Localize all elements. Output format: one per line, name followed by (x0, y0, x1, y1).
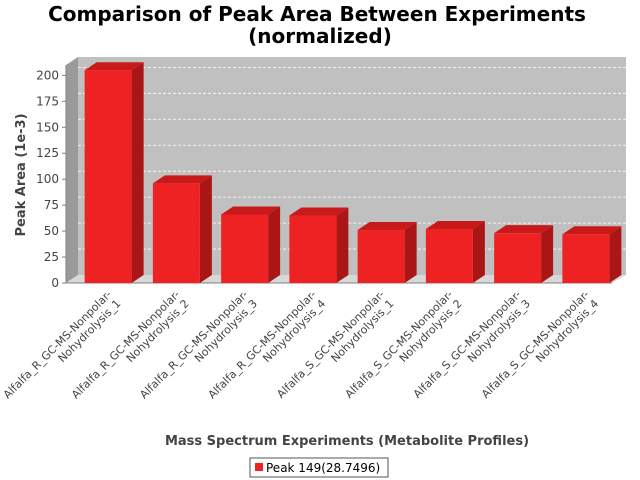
x-tick-label-line: Alfalfa_S_GC-MS-Nonpolar- (479, 288, 592, 401)
y-tick-label: 25 (44, 250, 59, 264)
bar-side (336, 207, 349, 283)
y-tick-label: 100 (36, 172, 59, 186)
y-tick-label: 75 (44, 198, 59, 212)
x-axis-category-labels: Alfalfa_R_GC-MS-Nonpolar-Nohydrolysis_1A… (1, 288, 601, 411)
y-axis-label: Peak Area (1e-3) (14, 113, 29, 236)
y-tick-label: 150 (36, 120, 59, 134)
x-tick-label-line: Alfalfa_R_GC-MS-Nonpolar- (206, 288, 319, 401)
bar-front (84, 70, 132, 283)
bar-front (494, 233, 542, 283)
bar-front (425, 229, 473, 283)
bar (289, 207, 349, 283)
bar-side (404, 222, 417, 283)
x-tick-label-line: Alfalfa_R_GC-MS-Nonpolar- (69, 288, 182, 401)
bar-top (152, 175, 212, 184)
bar-front (357, 230, 405, 283)
x-axis-label: Mass Spectrum Experiments (Metabolite Pr… (165, 434, 529, 449)
bar (221, 206, 281, 283)
bar-top (289, 207, 349, 216)
y-tick-label: 175 (36, 94, 59, 108)
legend: Peak 149(28.7496) (249, 457, 389, 478)
bar (152, 175, 212, 283)
bar (84, 62, 144, 283)
bar-top (221, 206, 281, 215)
y-tick-label: 125 (36, 146, 59, 160)
bar-side (131, 62, 144, 283)
bar-top (84, 62, 144, 71)
bar-top (562, 226, 622, 235)
x-tick-label-line: Alfalfa_R_GC-MS-Nonpolar- (1, 288, 114, 401)
bar-side (609, 226, 622, 283)
x-tick-label: Alfalfa_R_GC-MS-Nonpolar-Nohydrolysis_1 (1, 288, 124, 411)
y-axis-ticks: 0 25 50 75 100 125 150 175 200 (36, 68, 66, 290)
bar (494, 225, 554, 283)
bar-front (152, 183, 200, 283)
bar-side (541, 225, 554, 283)
legend-swatch (255, 463, 263, 471)
bar-top (425, 221, 485, 230)
bar-front (562, 234, 610, 283)
legend-label: Peak 149(28.7496) (266, 461, 380, 475)
bar-top (494, 225, 554, 234)
chart-title-line-2: (normalized) (248, 24, 392, 48)
bar-side (472, 221, 485, 283)
y-tick-label: 0 (51, 276, 59, 290)
x-tick-label-line: Alfalfa_S_GC-MS-Nonpolar- (274, 288, 387, 401)
bar-top (357, 222, 417, 231)
y-tick-label: 50 (44, 224, 59, 238)
legend-box (249, 457, 389, 478)
bar-front (221, 214, 269, 283)
x-tick-label-line: Alfalfa_S_GC-MS-Nonpolar- (343, 288, 456, 401)
bar-side (199, 175, 212, 283)
x-tick-label-line: Alfalfa_R_GC-MS-Nonpolar- (137, 288, 250, 401)
y-tick-label: 200 (36, 68, 59, 82)
x-tick-label-line: Alfalfa_S_GC-MS-Nonpolar- (411, 288, 524, 401)
bar (562, 226, 622, 283)
bar-side (268, 206, 281, 283)
chart-title-line-1: Comparison of Peak Area Between Experime… (48, 2, 586, 26)
bar (425, 221, 485, 283)
bar (357, 222, 417, 283)
plot-left-wall (66, 57, 78, 283)
bar-front (289, 215, 337, 283)
bars (84, 62, 622, 283)
